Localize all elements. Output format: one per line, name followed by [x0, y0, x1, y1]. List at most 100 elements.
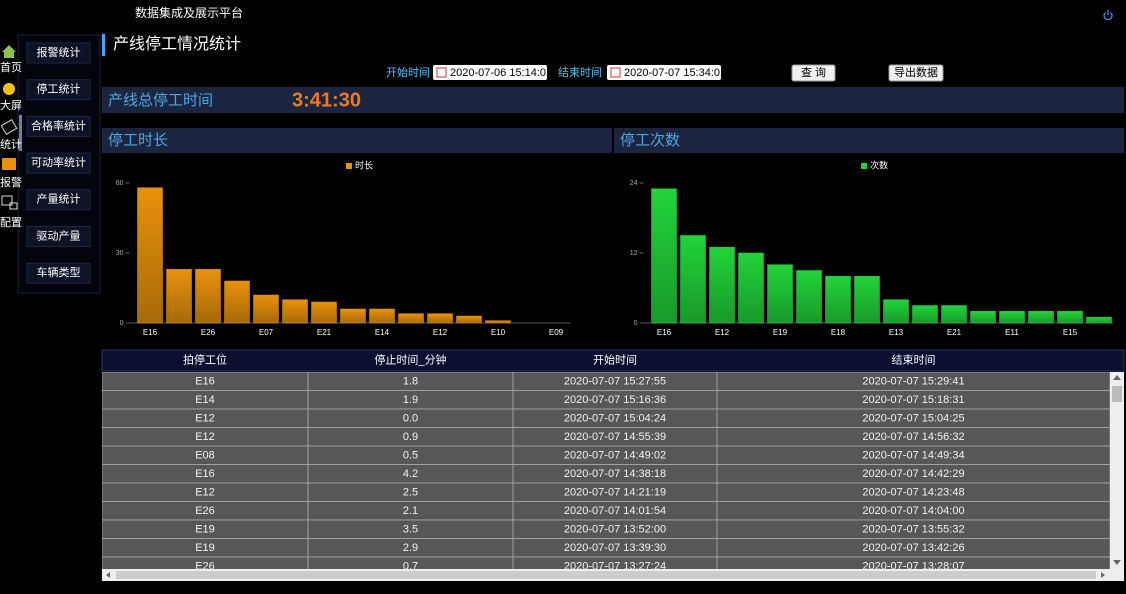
- scroll-left[interactable]: [106, 572, 110, 578]
- start-label: 开始时间: [386, 65, 430, 79]
- column-header: 停止时间_分钟: [374, 352, 446, 366]
- x-tick-label: E14: [375, 328, 390, 337]
- bar: [369, 308, 395, 324]
- x-tick-label: E18: [831, 328, 846, 337]
- x-tick-label: E16: [143, 328, 158, 337]
- v-scroll-thumb[interactable]: [1112, 386, 1122, 402]
- y-tick-label: 24: [630, 180, 638, 187]
- bar: [767, 264, 793, 324]
- cell-text: 2020-07-07 13:39:30: [564, 542, 666, 554]
- menu-button[interactable]: [26, 189, 91, 211]
- cell-text: 2020-07-07 14:42:29: [862, 468, 964, 480]
- cell-text: 0.9: [403, 431, 418, 443]
- cell-text: 2020-07-07 14:21:19: [564, 486, 666, 498]
- bar: [311, 301, 337, 324]
- menu-label: 可动率统计: [31, 155, 86, 169]
- legend-swatch: [346, 163, 352, 169]
- cell-text: E19: [195, 542, 215, 554]
- y-tick-label: 60: [116, 180, 124, 187]
- cell-text: 2020-07-07 15:04:24: [564, 412, 666, 424]
- menu-label: 合格率统计: [31, 118, 86, 132]
- config-icon[interactable]: [1, 195, 13, 206]
- nav-label[interactable]: 统计: [0, 138, 22, 151]
- cell-text: 4.2: [403, 468, 418, 480]
- column-header: 开始时间: [593, 352, 637, 366]
- cell-text: E26: [195, 560, 215, 572]
- screen-icon[interactable]: [3, 83, 15, 95]
- scroll-right[interactable]: [1101, 572, 1105, 578]
- bar: [651, 188, 677, 324]
- cell-text: 2020-07-07 14:49:34: [862, 449, 964, 461]
- legend-label: 次数: [870, 159, 888, 170]
- nav-label[interactable]: 首页: [0, 60, 22, 74]
- query-label: 查 询: [801, 65, 826, 79]
- cell-text: E16: [195, 375, 215, 387]
- menu-button[interactable]: [26, 226, 91, 247]
- cell-text: E12: [195, 431, 215, 443]
- icon-nav: [0, 45, 18, 210]
- bar: [999, 311, 1025, 324]
- end-label: 结束时间: [558, 66, 602, 79]
- cell-text: 0.5: [403, 449, 418, 461]
- nav-label[interactable]: 报警: [0, 175, 22, 189]
- cell-text: E16: [195, 468, 215, 480]
- cell-text: 2020-07-07 13:52:00: [564, 523, 666, 535]
- bar: [195, 269, 221, 324]
- start-input[interactable]: [433, 65, 547, 80]
- bar: [398, 313, 424, 324]
- menu-button[interactable]: [26, 152, 91, 174]
- table-header: [101, 349, 1125, 372]
- calendar-icon: [436, 67, 447, 78]
- bar: [282, 299, 308, 324]
- app-title: 数据集成及展示平台: [135, 5, 243, 20]
- x-tick-label: E19: [773, 328, 788, 337]
- cell-text: 2020-07-07 13:27:24: [564, 560, 666, 572]
- chart-title: 停工时长: [108, 132, 168, 149]
- bar: [224, 280, 250, 324]
- menu-label: 停工统计: [37, 82, 81, 96]
- legend-swatch: [861, 163, 867, 169]
- y-tick-label: 0: [634, 320, 638, 327]
- section-bar: [102, 128, 612, 153]
- title-marker: [102, 34, 105, 56]
- menu-label: 车辆类型: [37, 265, 81, 279]
- bar: [485, 320, 511, 324]
- scroll-down[interactable]: [1113, 560, 1121, 565]
- x-tick-label: E26: [201, 328, 216, 337]
- menu-button[interactable]: [26, 262, 91, 284]
- cell-text: E26: [195, 505, 215, 517]
- x-tick-label: E15: [1063, 328, 1078, 337]
- bar: [680, 235, 706, 324]
- start-value: 2020-07-06 15:14:01: [450, 67, 552, 79]
- table-cell: [716, 556, 1110, 569]
- alarm-icon[interactable]: [2, 158, 16, 170]
- menu-button[interactable]: [26, 79, 91, 101]
- cell-text: E12: [195, 412, 215, 424]
- menu-button[interactable]: [26, 42, 91, 64]
- export-button[interactable]: [888, 64, 944, 82]
- h-scroll-thumb[interactable]: [116, 571, 1096, 579]
- nav-label[interactable]: 配置: [0, 216, 22, 229]
- home-icon[interactable]: [2, 45, 16, 58]
- bar: [970, 311, 996, 324]
- bar: [709, 246, 735, 324]
- x-tick-label: E13: [889, 328, 904, 337]
- calendar-icon: [610, 67, 621, 78]
- v-scroll-track[interactable]: [1110, 372, 1124, 569]
- end-input[interactable]: [607, 65, 721, 80]
- nav-label[interactable]: 大屏: [0, 98, 22, 112]
- chart-title: 停工次数: [620, 132, 680, 149]
- x-tick-label: E10: [491, 328, 506, 337]
- power-icon[interactable]: [1103, 10, 1113, 21]
- stats-icon[interactable]: [0, 118, 18, 136]
- query-button[interactable]: [791, 64, 836, 82]
- legend-label: 时长: [355, 159, 373, 170]
- bar: [340, 308, 366, 324]
- bar: [456, 315, 482, 324]
- cell-text: E19: [195, 523, 215, 535]
- scroll-up[interactable]: [1113, 375, 1121, 380]
- x-tick-label: E21: [947, 328, 962, 337]
- cell-text: 2.9: [403, 542, 418, 554]
- menu-button[interactable]: [26, 115, 91, 137]
